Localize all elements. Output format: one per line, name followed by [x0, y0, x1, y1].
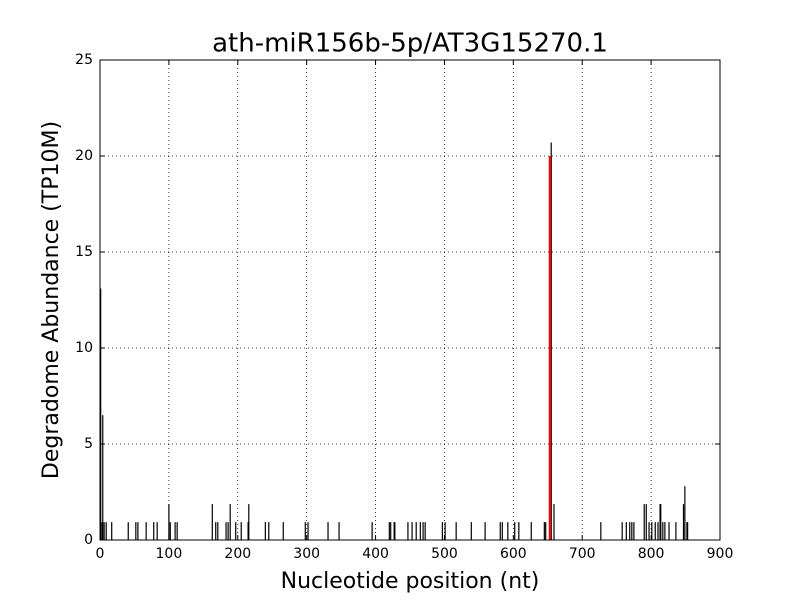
y-tick-label: 15 [75, 244, 93, 260]
y-tick-label: 10 [75, 340, 93, 356]
x-tick-label: 0 [96, 546, 105, 562]
x-tick-label: 200 [224, 546, 251, 562]
x-tick-label: 300 [293, 546, 320, 562]
y-tick-label: 20 [75, 148, 93, 164]
x-tick-label: 700 [569, 546, 596, 562]
chart-title: ath-miR156b-5p/AT3G15270.1 [212, 29, 608, 59]
y-tick-label: 5 [84, 436, 93, 452]
plot-frame [99, 59, 721, 541]
x-tick-label: 500 [431, 546, 458, 562]
x-tick-label: 800 [638, 546, 665, 562]
x-axis-label: Nucleotide position (nt) [281, 569, 540, 594]
x-tick-label: 400 [362, 546, 389, 562]
x-tick-label: 900 [707, 546, 734, 562]
x-tick-label: 600 [500, 546, 527, 562]
y-axis-label: Degradome Abundance (TP10M) [39, 121, 64, 479]
x-tick-label: 100 [156, 546, 183, 562]
y-tick-label: 0 [84, 532, 93, 548]
y-tick-label: 25 [75, 52, 93, 68]
